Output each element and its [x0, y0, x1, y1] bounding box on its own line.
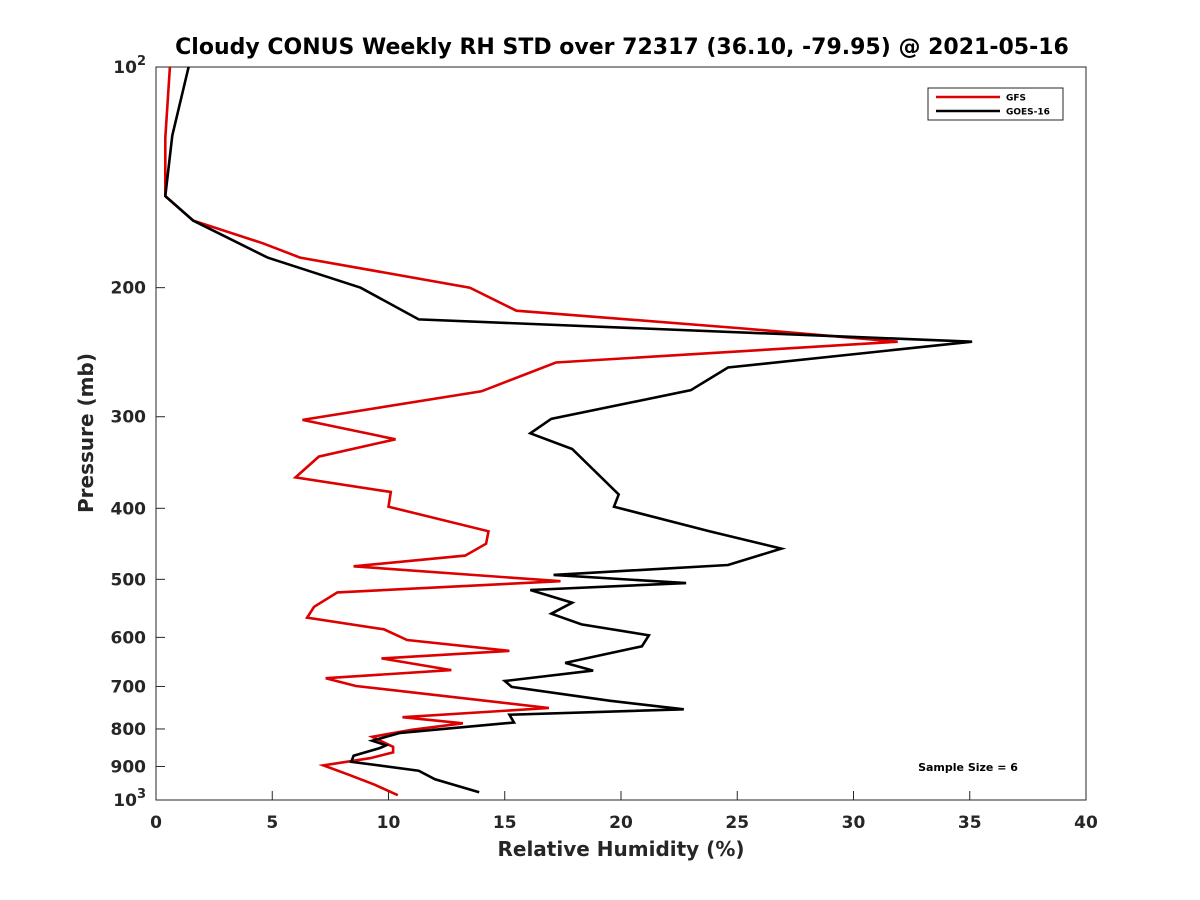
legend-label-goes-16: GOES-16: [1006, 108, 1050, 118]
legend-box: [927, 87, 1064, 121]
y-tick-label: 102: [113, 54, 146, 78]
x-tick-label: 10: [377, 813, 401, 833]
series-goes-16: [163, 66, 973, 794]
x-tick-label: 15: [493, 813, 517, 833]
x-tick-label: 25: [725, 813, 749, 833]
series-layer: [163, 66, 973, 797]
y-tick-label: 800: [111, 720, 147, 740]
y-tick-label: 900: [111, 757, 147, 777]
y-tick-label-base: 10: [113, 58, 137, 78]
x-tick-label: 5: [266, 813, 278, 833]
y-tick-label: 400: [111, 499, 147, 519]
y-tick-label: 600: [111, 628, 147, 648]
plot-frame: [155, 66, 1087, 801]
x-tick-label: 40: [1074, 813, 1098, 833]
x-tick-label: 30: [842, 813, 866, 833]
sample-size-annotation: Sample Size = 6: [918, 761, 1018, 774]
y-tick-label: 200: [111, 279, 147, 299]
x-axis-label: Relative Humidity (%): [497, 837, 744, 861]
x-tick-label: 35: [958, 813, 982, 833]
y-tick-label: 500: [111, 570, 147, 590]
y-tick-label-exponent: 2: [137, 54, 146, 69]
series-gfs: [164, 66, 898, 797]
chart-title: Cloudy CONUS Weekly RH STD over 72317 (3…: [175, 35, 1069, 60]
series-line-goes-16: [163, 66, 973, 794]
x-axis: 0 5 10 15 20 25 30 35 40: [150, 791, 1098, 833]
y-tick-label: 103: [113, 787, 146, 811]
y-axis-label: Pressure (mb): [74, 353, 98, 513]
y-tick-label-exponent: 3: [137, 787, 146, 802]
y-tick-label: 700: [111, 677, 147, 697]
legend: GFS GOES-16: [927, 87, 1064, 121]
x-tick-label: 0: [150, 813, 162, 833]
y-tick-label: 300: [111, 408, 147, 428]
y-tick-label-base: 10: [113, 791, 137, 811]
x-tick-label: 20: [609, 813, 633, 833]
legend-label-gfs: GFS: [1006, 94, 1026, 104]
